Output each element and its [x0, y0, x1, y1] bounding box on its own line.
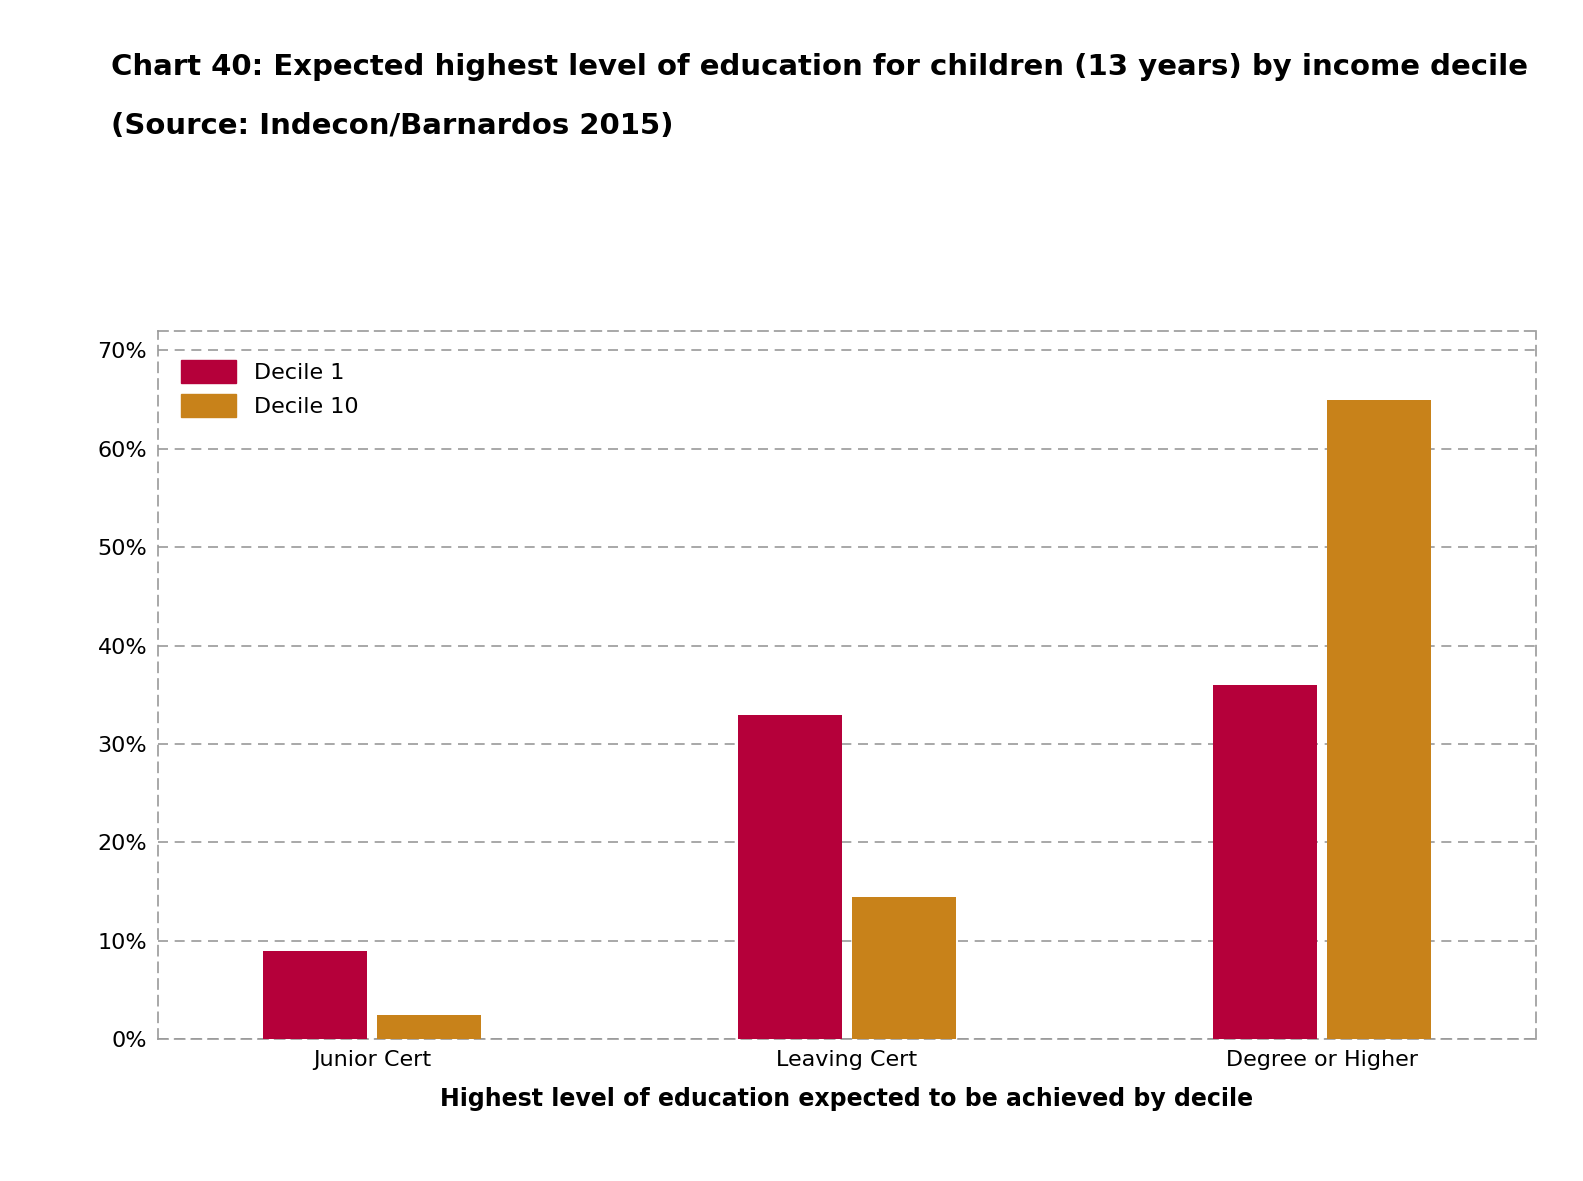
Bar	[1327, 399, 1431, 1039]
X-axis label: Highest level of education expected to be achieved by decile: Highest level of education expected to b…	[440, 1087, 1254, 1111]
Bar	[1213, 685, 1317, 1039]
Bar	[852, 896, 956, 1039]
Text: Chart 40: Expected highest level of education for children (13 years) by income : Chart 40: Expected highest level of educ…	[111, 53, 1528, 81]
Text: (Source: Indecon/Barnardos 2015): (Source: Indecon/Barnardos 2015)	[111, 112, 673, 141]
Legend: Decile 1, Decile 10: Decile 1, Decile 10	[169, 348, 369, 428]
Bar	[738, 715, 842, 1039]
Bar	[377, 1014, 481, 1039]
Bar	[263, 951, 367, 1039]
